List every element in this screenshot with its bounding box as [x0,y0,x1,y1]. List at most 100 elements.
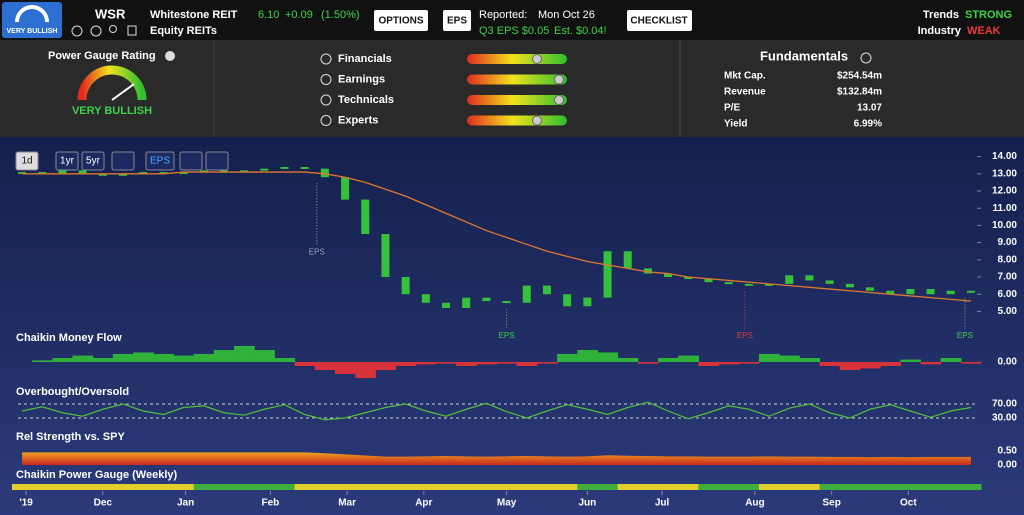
cmf-bar [940,358,962,362]
toolbar-label[interactable]: 1yr [60,156,75,167]
factor-knob [532,115,542,126]
cmf-bar [839,362,861,370]
toolbar-label[interactable]: 1d [21,156,32,167]
price-candle [926,289,935,295]
panel-title: Rel Strength vs. SPY [16,431,125,443]
eps-marker[interactable]: EPS [309,247,325,256]
price-candle [58,170,67,174]
x-tick-label: '19 [19,498,33,509]
price-candle [341,177,350,200]
cmf-bar [314,362,336,370]
power-gauge-week [72,484,94,490]
panel-title: Chaikin Power Gauge (Weekly) [16,469,178,481]
cmf-bar [193,354,215,362]
power-gauge-week [920,484,942,490]
icon-row[interactable] [71,25,137,37]
y-tick-label: 10.00 [992,220,1017,231]
power-gauge-week [799,484,821,490]
badge-text: VERY BULLISH [7,28,58,35]
power-gauge-week [658,484,679,490]
toolbar-button[interactable] [145,151,175,171]
options-button[interactable] [374,10,428,31]
price-candle [482,297,491,302]
power-gauge-week [779,484,800,490]
price-candle [199,170,208,173]
price-candle [78,170,87,174]
toolbar-button[interactable] [55,151,79,171]
industry-value: WEAK [967,25,1001,37]
price-candle [421,294,430,303]
expand-icon[interactable] [320,94,332,106]
price-candle [724,282,733,285]
toolbar-label[interactable]: 5yr [86,156,101,167]
play-icon[interactable] [860,52,872,64]
cmf-bar [92,358,114,362]
factor-label[interactable]: Technicals [338,94,394,106]
cmf-bar [779,355,800,362]
eps-marker[interactable]: EPS [737,331,753,340]
cmf-bar [738,362,760,364]
industry-label: Industry [918,25,962,37]
badge[interactable] [2,2,62,38]
factor-label[interactable]: Earnings [338,73,385,85]
price-candle [845,283,854,288]
eps-badge[interactable] [443,10,471,31]
x-tick-label: Oct [900,498,917,509]
checklist-button[interactable] [627,10,692,31]
price-candle [98,173,107,176]
price-candle [583,297,592,307]
toolbar-button[interactable] [15,151,39,171]
cmf-bar [960,362,982,364]
toolbar-icon[interactable] [179,151,203,171]
gauge-title: Power Gauge Rating [48,50,156,62]
cmf-bar [112,354,134,362]
info-icon[interactable] [165,51,175,61]
power-gauge-week [960,484,982,490]
power-gauge-week [637,484,659,490]
cmf-bar [334,362,356,374]
factor-label[interactable]: Experts [338,114,378,126]
price-candle [623,251,632,269]
power-gauge-week [819,484,841,490]
factor-slider [467,95,567,105]
price-candle [704,278,713,283]
eps-marker[interactable]: EPS [957,331,973,340]
y-tick-label: 12.00 [992,186,1017,197]
price-candle [744,283,753,286]
eps-badge-label[interactable]: EPS [447,16,467,27]
eps-marker[interactable]: EPS [499,331,515,340]
gauge-arc [77,65,147,101]
cmf-bar [254,350,275,362]
reported-label: Reported: [479,9,527,21]
gauge-needle [111,83,135,101]
checklist-label[interactable]: CHECKLIST [630,16,687,27]
cmf-bar [799,358,821,362]
cmf-bar [698,362,720,366]
symbol: WSR [95,6,126,21]
toolbar-icon[interactable] [205,151,229,171]
panel-title: Overbought/Oversold [16,386,129,398]
y-tick-label: 6.00 [998,289,1018,300]
price-candle [118,173,127,176]
price-candle [643,268,652,274]
price-candle [381,234,390,277]
price-candle [603,251,612,298]
expand-icon[interactable] [320,53,332,65]
expand-icon[interactable] [320,115,332,126]
price-candle [401,277,410,295]
fund-label: Revenue [724,87,766,98]
power-gauge-week [92,484,114,490]
toolbar-label[interactable]: EPS [150,156,170,167]
toolbar-button[interactable] [81,151,105,171]
x-tick-label: Jun [578,498,596,509]
fund-value: 13.07 [857,103,882,114]
options-label[interactable]: OPTIONS [378,16,423,27]
cmf-bar [476,362,497,365]
cmf-bar [32,360,53,362]
factor-label[interactable]: Financials [338,53,392,65]
power-gauge-week [435,484,457,490]
chart-area [0,137,1024,515]
toolbar-icon[interactable] [111,151,135,171]
expand-icon[interactable] [320,74,332,85]
